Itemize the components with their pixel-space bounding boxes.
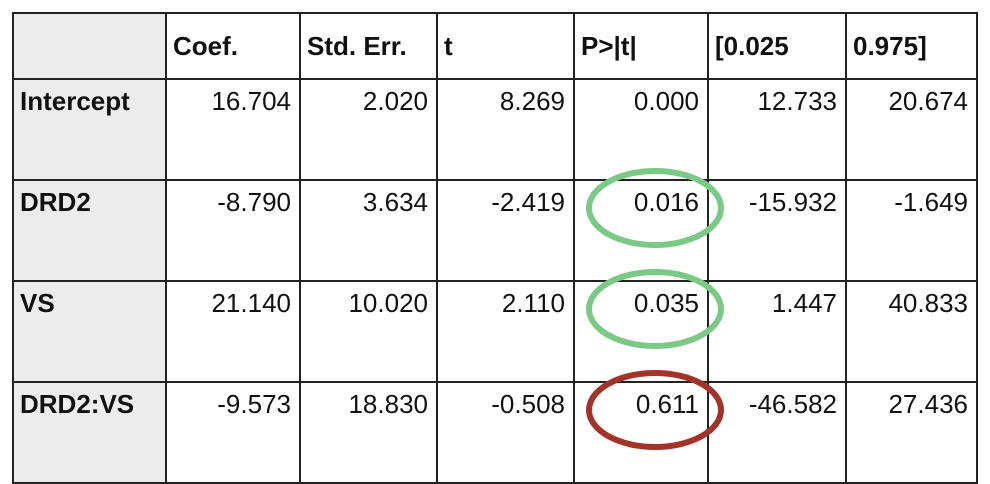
table-row-intercept: Intercept 16.704 2.020 8.269 0.000 12.73… [12,78,978,181]
cell-ci-upper: 40.833 [845,280,978,383]
cell-t: -2.419 [436,179,575,282]
header-ci-lower: [0.025 [707,12,847,80]
cell-t: 8.269 [436,78,575,181]
table-row-drd2: DRD2 -8.790 3.634 -2.419 0.016 -15.932 -… [12,179,978,282]
row-label: VS [12,280,167,383]
cell-ci-lower: -15.932 [707,179,847,282]
cell-p-value: 0.000 [573,78,709,181]
cell-ci-lower: -46.582 [707,381,847,484]
cell-coef: -9.573 [165,381,301,484]
table-row-drd2-vs: DRD2:VS -9.573 18.830 -0.508 0.611 -46.5… [12,381,978,484]
cell-ci-upper: 27.436 [845,381,978,484]
cell-coef: 16.704 [165,78,301,181]
cell-p-value: 0.611 [573,381,709,484]
header-p-value: P>|t| [573,12,709,80]
cell-coef: -8.790 [165,179,301,282]
header-ci-upper: 0.975] [845,12,978,80]
header-std-err: Std. Err. [299,12,438,80]
cell-std-err: 2.020 [299,78,438,181]
header-row: Coef. Std. Err. t P>|t| [0.025 0.975] [12,12,978,80]
cell-std-err: 18.830 [299,381,438,484]
cell-t: -0.508 [436,381,575,484]
table-row-vs: VS 21.140 10.020 2.110 0.035 1.447 40.83… [12,280,978,383]
header-coef: Coef. [165,12,301,80]
cell-std-err: 3.634 [299,179,438,282]
header-t: t [436,12,575,80]
row-label: DRD2:VS [12,381,167,484]
cell-ci-upper: -1.649 [845,179,978,282]
cell-t: 2.110 [436,280,575,383]
cell-std-err: 10.020 [299,280,438,383]
regression-table: Coef. Std. Err. t P>|t| [0.025 0.975] In… [12,12,978,484]
row-label: Intercept [12,78,167,181]
cell-ci-lower: 12.733 [707,78,847,181]
cell-ci-lower: 1.447 [707,280,847,383]
cell-p-value: 0.016 [573,179,709,282]
cell-ci-upper: 20.674 [845,78,978,181]
cell-p-value: 0.035 [573,280,709,383]
row-label: DRD2 [12,179,167,282]
header-corner [12,12,167,80]
cell-coef: 21.140 [165,280,301,383]
